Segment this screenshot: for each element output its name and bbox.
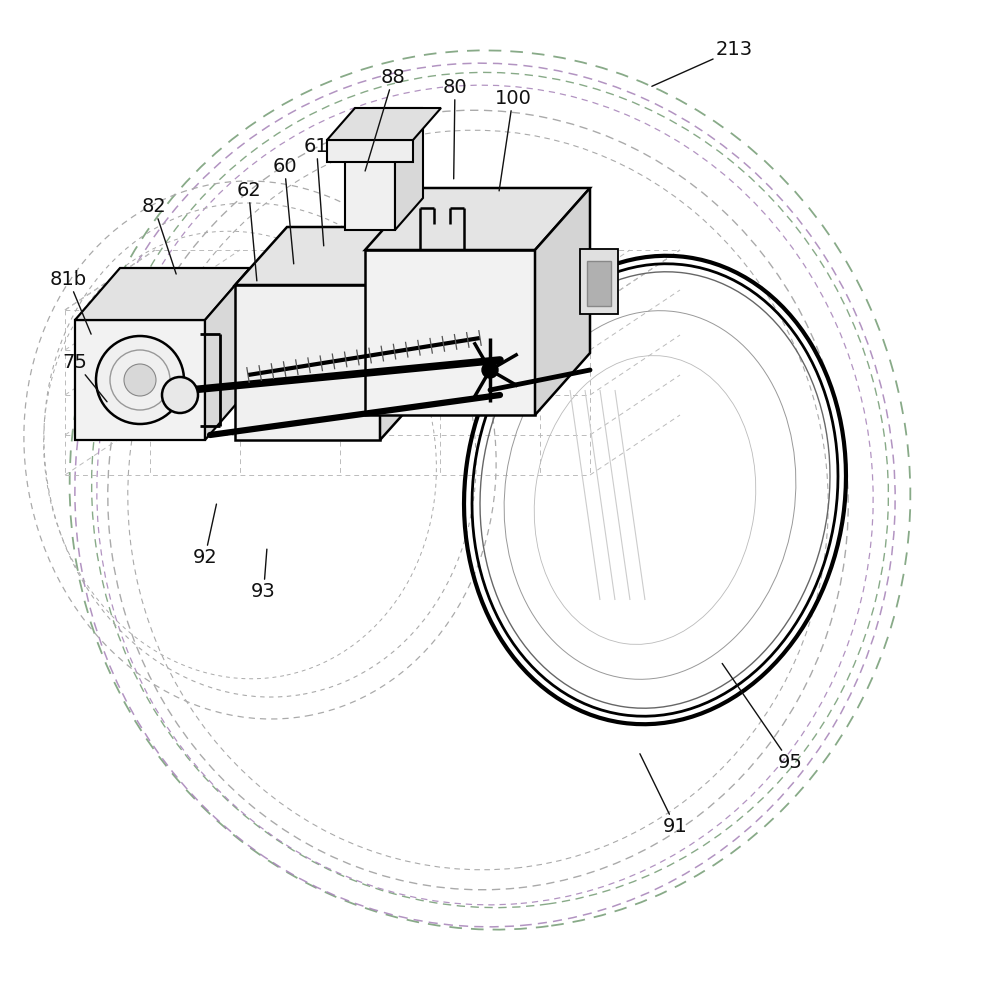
Polygon shape [380,227,432,440]
Text: 100: 100 [495,89,531,191]
Polygon shape [345,108,423,140]
Bar [365,250,535,415]
Text: 91: 91 [640,754,688,836]
Text: 82: 82 [142,197,176,274]
Polygon shape [395,108,423,230]
Text: 81b: 81b [50,270,91,334]
Bar [345,140,395,230]
Text: 95: 95 [722,663,803,772]
Circle shape [482,362,498,378]
Text: 92: 92 [192,504,217,567]
Circle shape [96,336,184,424]
Text: 80: 80 [443,78,468,179]
Polygon shape [327,108,441,140]
Circle shape [162,377,198,413]
Circle shape [124,364,156,396]
Text: 213: 213 [652,40,753,86]
Polygon shape [205,268,250,440]
Bar [75,320,205,440]
Bar [580,249,618,314]
Text: 60: 60 [272,157,297,264]
Text: 75: 75 [63,353,107,402]
Bar [587,260,611,306]
Text: 88: 88 [365,68,406,171]
Bar [327,140,413,162]
Text: 62: 62 [236,181,261,281]
Bar [235,285,380,440]
Polygon shape [235,227,432,285]
Text: 61: 61 [304,137,329,246]
Polygon shape [535,188,590,415]
Polygon shape [365,188,590,250]
Text: 93: 93 [251,549,276,601]
Polygon shape [75,268,250,320]
